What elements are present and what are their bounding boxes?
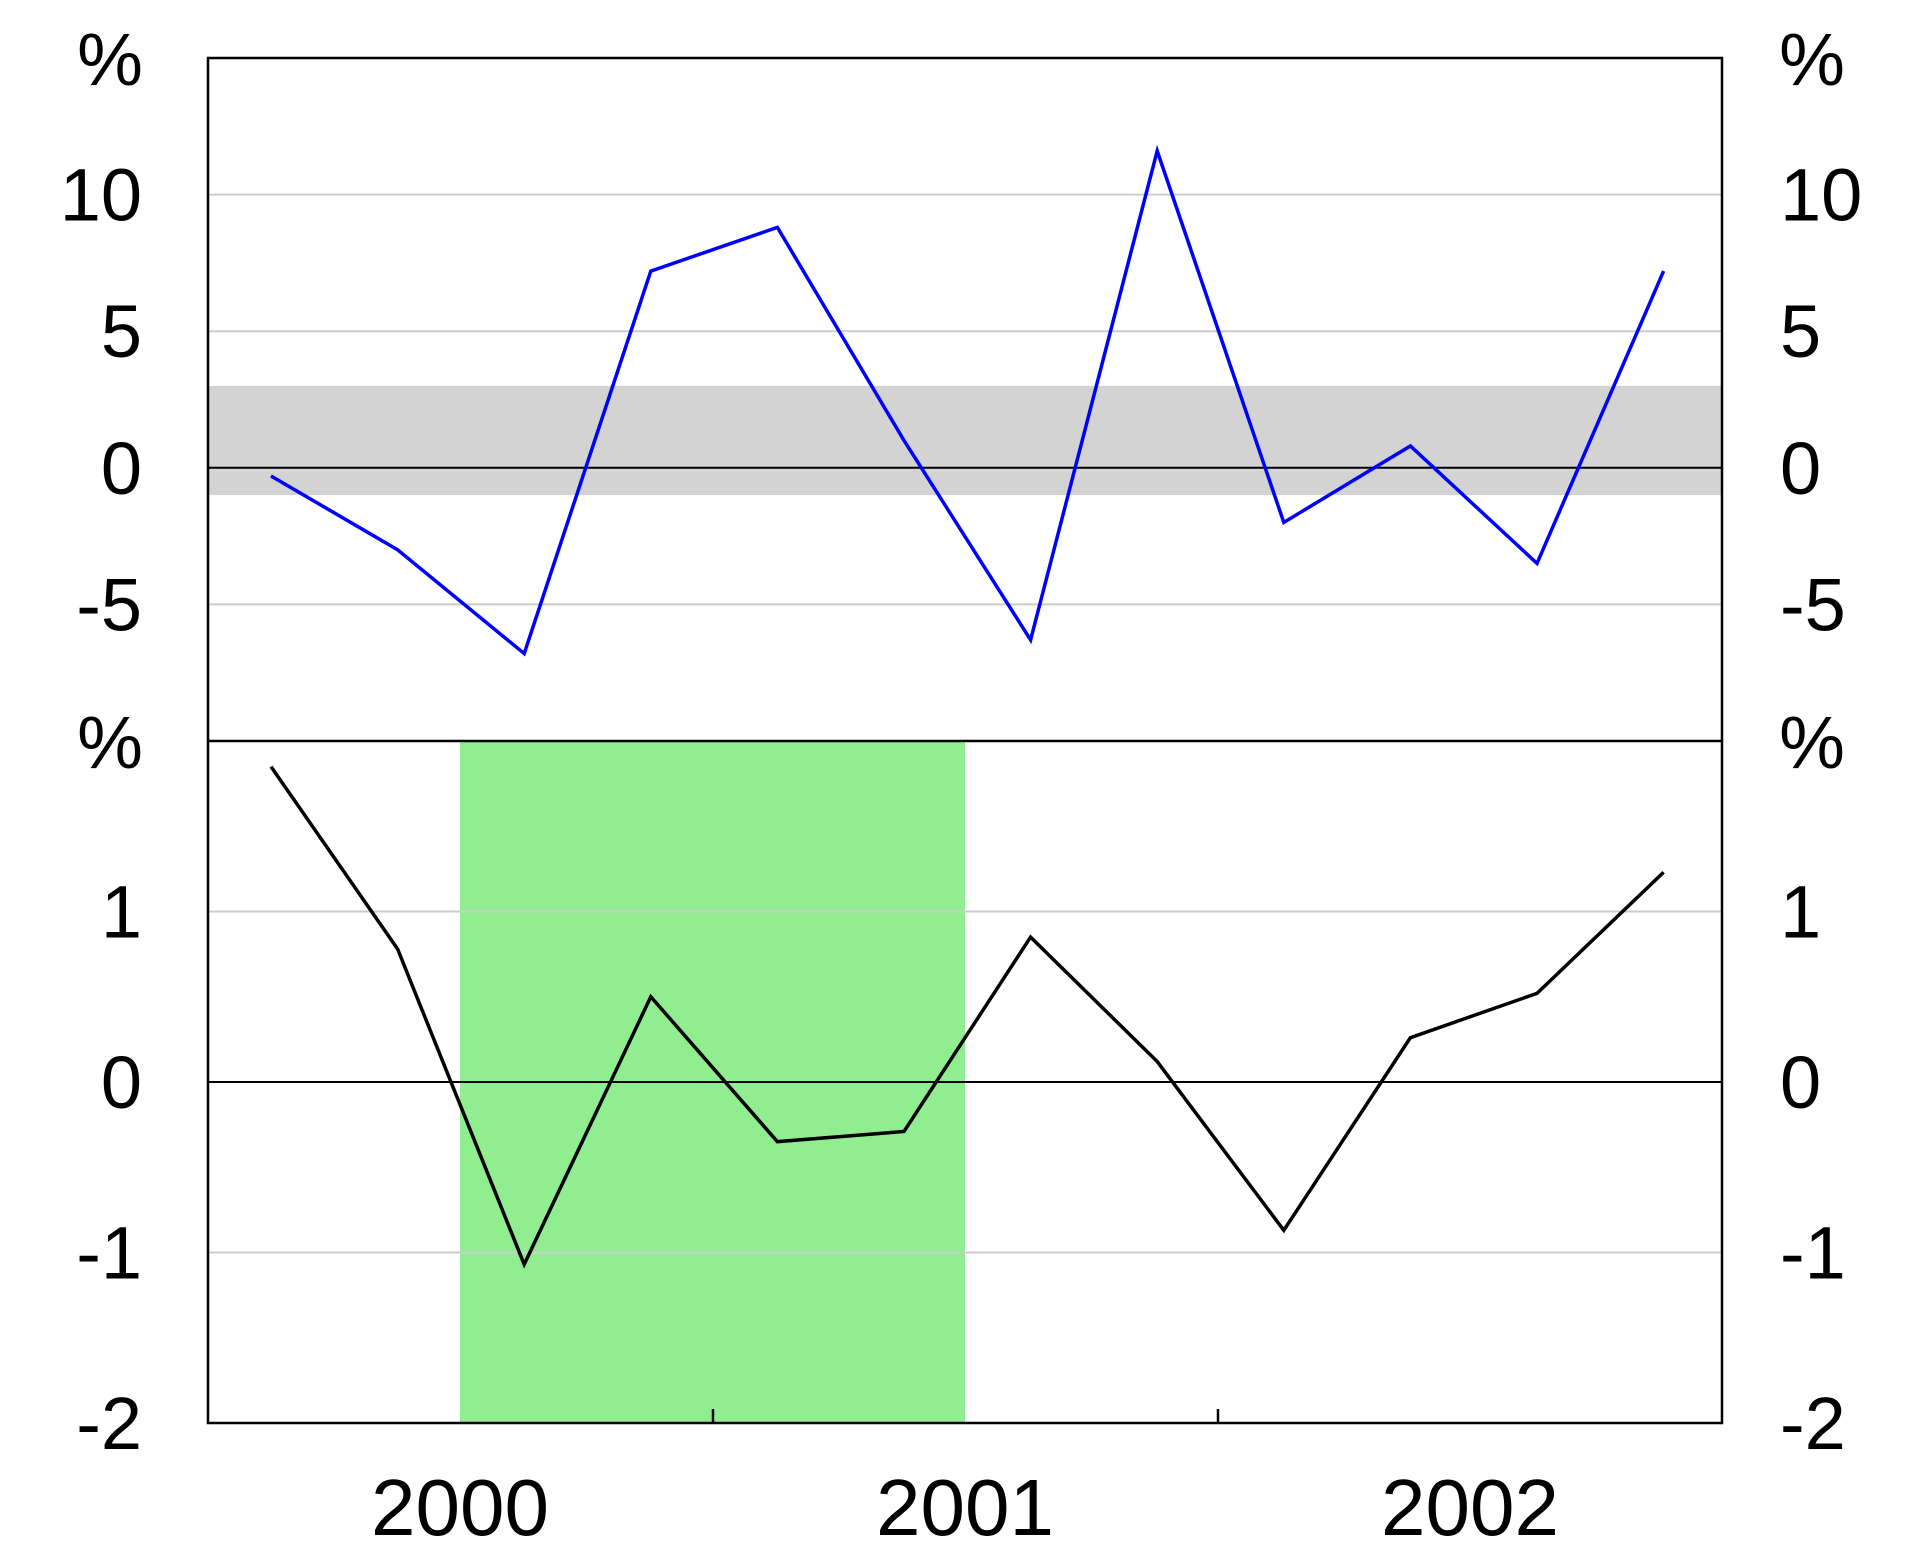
bottom-panel: % % -2 -1 0 1 -2 -1 0 1 [76, 701, 1846, 1465]
top-gridlines [208, 193, 1722, 606]
top-left-tick-label: 0 [101, 427, 142, 510]
bottom-right-tick-label: 0 [1780, 1041, 1821, 1124]
top-left-tick-labels: -5 0 5 10 [60, 154, 142, 647]
top-left-tick-label: -5 [76, 563, 142, 646]
year-label: 2002 [1381, 1463, 1559, 1552]
bottom-right-tick-label: -2 [1780, 1382, 1846, 1465]
year-label: 2000 [371, 1463, 549, 1552]
bottom-left-tick-labels: -2 -1 0 1 [76, 871, 142, 1466]
top-right-tick-labels: -5 0 5 10 [1780, 154, 1862, 647]
bottom-right-tick-label: 1 [1780, 871, 1821, 954]
top-right-tick-label: 10 [1780, 154, 1862, 237]
top-right-tick-label: 0 [1780, 427, 1821, 510]
top-series-line [270, 144, 1666, 657]
bottom-right-tick-label: -1 [1780, 1212, 1846, 1295]
shaded-band [208, 385, 1722, 496]
bottom-left-tick-label: 1 [101, 871, 142, 954]
top-left-tick-label: 10 [60, 154, 142, 237]
x-axis-ticks [711, 1409, 1220, 1423]
bottom-gridlines [208, 910, 1722, 1254]
bottom-left-tick-label: -1 [76, 1212, 142, 1295]
top-right-unit-label: % [1779, 18, 1845, 101]
bottom-left-unit-label: % [77, 701, 143, 784]
top-left-unit-label: % [77, 18, 143, 101]
bottom-right-tick-labels: -2 -1 0 1 [1780, 871, 1846, 1466]
bottom-left-tick-label: 0 [101, 1041, 142, 1124]
top-panel: % % -5 0 5 10 -5 0 5 10 [60, 18, 1862, 657]
year-label: 2001 [876, 1463, 1054, 1552]
top-right-tick-label: 5 [1780, 290, 1821, 373]
bottom-left-tick-label: -2 [76, 1382, 142, 1465]
bottom-series-line [269, 765, 1665, 1269]
x-axis-year-labels: 2000 2001 2002 [371, 1463, 1559, 1552]
bottom-right-unit-label: % [1779, 701, 1845, 784]
top-left-tick-label: 5 [101, 290, 142, 373]
plot-frame [206, 56, 1724, 1425]
top-right-tick-label: -5 [1780, 563, 1846, 646]
